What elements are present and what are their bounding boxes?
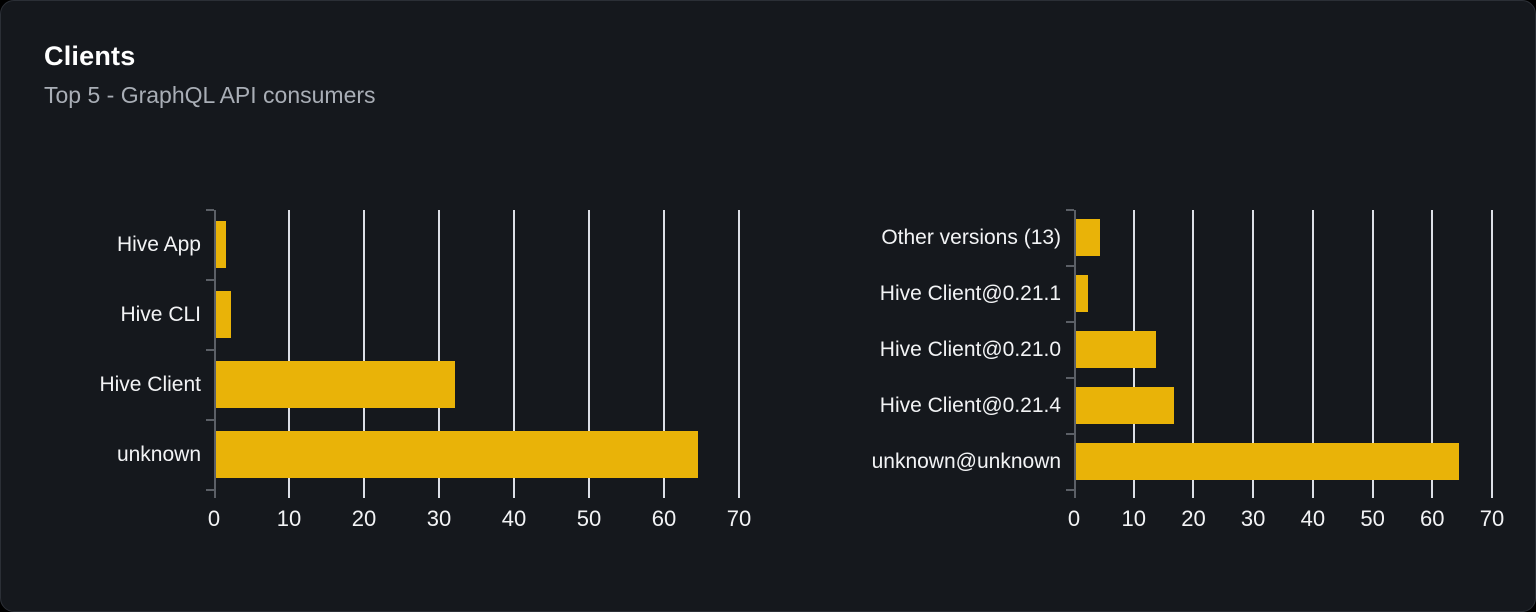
gridline <box>738 209 741 498</box>
category-label: Hive Client@0.21.4 <box>879 393 1062 417</box>
y-axis-tick <box>206 208 214 211</box>
gridline <box>1371 209 1374 498</box>
bar-hive-client-0-21-0[interactable] <box>1076 330 1157 369</box>
gridline <box>1491 209 1493 498</box>
y-axis-tick <box>1066 432 1075 435</box>
y-axis-tick <box>1066 488 1075 491</box>
x-tick-label: 30 <box>1240 505 1266 531</box>
plot-area <box>1066 208 1493 498</box>
bar-series <box>1074 210 1492 490</box>
bar-series <box>214 210 739 490</box>
gridline <box>1252 209 1255 498</box>
bar-hive-client-0-21-1[interactable] <box>1076 274 1088 313</box>
gridline <box>1431 209 1434 498</box>
bar-band <box>214 350 739 420</box>
x-tick-label: 20 <box>1181 505 1206 531</box>
x-tick-label: 0 <box>1067 505 1081 531</box>
x-tick-label: 30 <box>426 505 452 531</box>
y-axis-line <box>214 209 216 498</box>
clients-by-name-chart: Hive App Hive CLI Hive Client unknown 0 10 20 3… <box>44 208 751 542</box>
x-tick-label: 70 <box>726 505 752 531</box>
category-label: Hive Client <box>99 372 201 396</box>
category-label: Other versions (13) <box>881 225 1062 249</box>
y-axis-tick <box>206 418 214 421</box>
bar-other-versions-13-[interactable] <box>1076 218 1100 257</box>
bar-band <box>1074 434 1492 490</box>
gridline <box>288 209 290 498</box>
gridline <box>663 209 666 498</box>
x-tick-label: 60 <box>1420 505 1445 531</box>
x-tick-label: 10 <box>1121 505 1146 531</box>
gridline <box>363 209 365 498</box>
y-axis-line <box>1074 209 1077 498</box>
category-label: Hive App <box>116 232 201 256</box>
page-title: Clients <box>44 41 136 71</box>
gridline <box>1311 209 1314 498</box>
y-axis-tick <box>206 348 214 351</box>
gridline <box>1192 209 1195 498</box>
y-axis-tick <box>1066 320 1075 323</box>
x-tick-label: 10 <box>276 505 302 531</box>
x-tick-label: 50 <box>576 505 602 531</box>
x-tick-label: 0 <box>207 505 221 531</box>
bar-band <box>214 420 739 490</box>
page-subtitle: Top 5 - GraphQL API consumers <box>44 82 376 109</box>
x-tick-label: 50 <box>1360 505 1385 531</box>
x-tick-label: 20 <box>351 505 377 531</box>
y-axis-tick <box>206 488 214 491</box>
category-label: Hive Client@0.21.1 <box>879 281 1062 305</box>
category-label: Hive Client@0.21.0 <box>879 337 1062 361</box>
clients-by-version-chart: Other versions (13) Hive Client@0.21.1 Hiv… <box>739 208 1504 542</box>
bar-band <box>214 210 739 280</box>
bar-hive-client[interactable] <box>216 361 456 409</box>
x-tick-label: 60 <box>651 505 677 531</box>
category-label: Hive CLI <box>120 302 201 326</box>
bar-hive-client-0-21-4[interactable] <box>1076 386 1175 425</box>
y-axis-tick <box>206 278 214 281</box>
y-axis-tick <box>1066 264 1075 267</box>
bar-band <box>214 280 739 350</box>
x-tick-label: 70 <box>1479 505 1505 531</box>
bar-band <box>1074 378 1492 434</box>
x-axis: 0 10 20 30 40 50 60 70 <box>1068 490 1504 542</box>
bar-hive-cli[interactable] <box>216 291 231 339</box>
gridline <box>513 209 516 498</box>
plot-area <box>206 208 741 498</box>
gridline <box>588 209 591 498</box>
charts-row: Hive App Hive CLI Hive Client unknown 0 10 20 3… <box>1 208 1535 542</box>
y-axis-tick <box>1066 376 1075 379</box>
category-labels: Other versions (13) Hive Client@0.21.1 Hiv… <box>739 210 1074 490</box>
bar-band <box>1074 322 1492 378</box>
category-label: unknown@unknown <box>871 449 1062 473</box>
category-labels: Hive App Hive CLI Hive Client unknown <box>44 210 214 490</box>
card-header: Clients Top 5 - GraphQL API consumers <box>1 1 1535 110</box>
category-label: unknown <box>116 442 201 466</box>
gridline <box>438 209 441 498</box>
bar-hive-app[interactable] <box>216 221 226 269</box>
bar-unknown[interactable] <box>216 431 698 479</box>
bar-band <box>1074 210 1492 266</box>
x-axis: 0 10 20 30 40 50 60 70 <box>208 490 751 542</box>
x-tick-label: 40 <box>501 505 527 531</box>
bar-unknown-unknown[interactable] <box>1076 442 1460 481</box>
x-tick-label: 40 <box>1300 505 1326 531</box>
bar-band <box>1074 266 1492 322</box>
y-axis-tick <box>1066 208 1075 211</box>
